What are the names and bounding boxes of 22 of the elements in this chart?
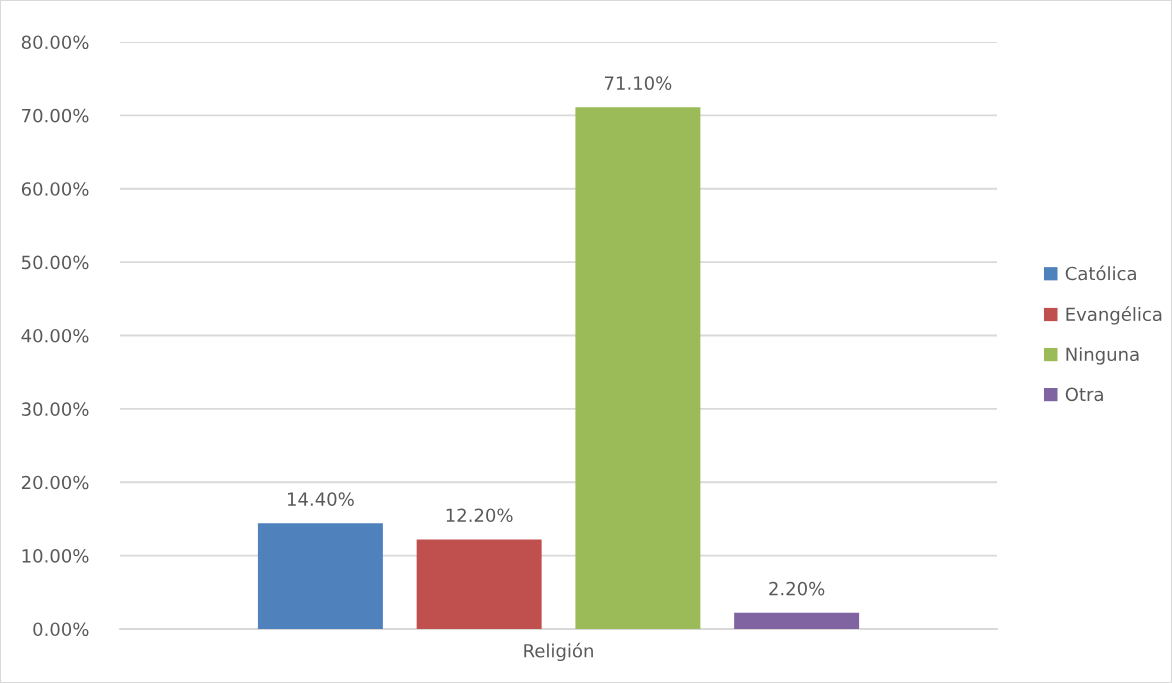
legend-label: Evangélica	[1066, 306, 1162, 325]
y-tick-label: 70.00%	[22, 108, 89, 123]
y-tick-label: 40.00%	[21, 328, 89, 343]
bar	[416, 539, 542, 629]
y-tick-label: 80.00%	[21, 35, 89, 50]
legend-label: Católica	[1065, 265, 1136, 281]
y-tick-label: 20.00%	[21, 475, 89, 490]
y-tick-label: 50.00%	[22, 255, 89, 270]
bar	[734, 612, 860, 629]
data-label: 14.40%	[287, 492, 354, 506]
legend-label: Otra	[1065, 387, 1103, 402]
bar	[575, 107, 701, 629]
data-label: 71.10%	[604, 76, 672, 90]
y-tick-label: 60.00%	[21, 182, 89, 196]
y-tick-label: 30.00%	[21, 402, 89, 416]
data-label: 12.20%	[446, 508, 513, 523]
y-tick-label: 0.00%	[33, 622, 89, 637]
y-tick-label: 10.00%	[22, 549, 89, 563]
data-label: 2.20%	[769, 581, 825, 596]
bar	[257, 523, 383, 629]
legend-label: Ninguna	[1066, 347, 1139, 365]
x-tick-label: Religión	[524, 642, 593, 662]
